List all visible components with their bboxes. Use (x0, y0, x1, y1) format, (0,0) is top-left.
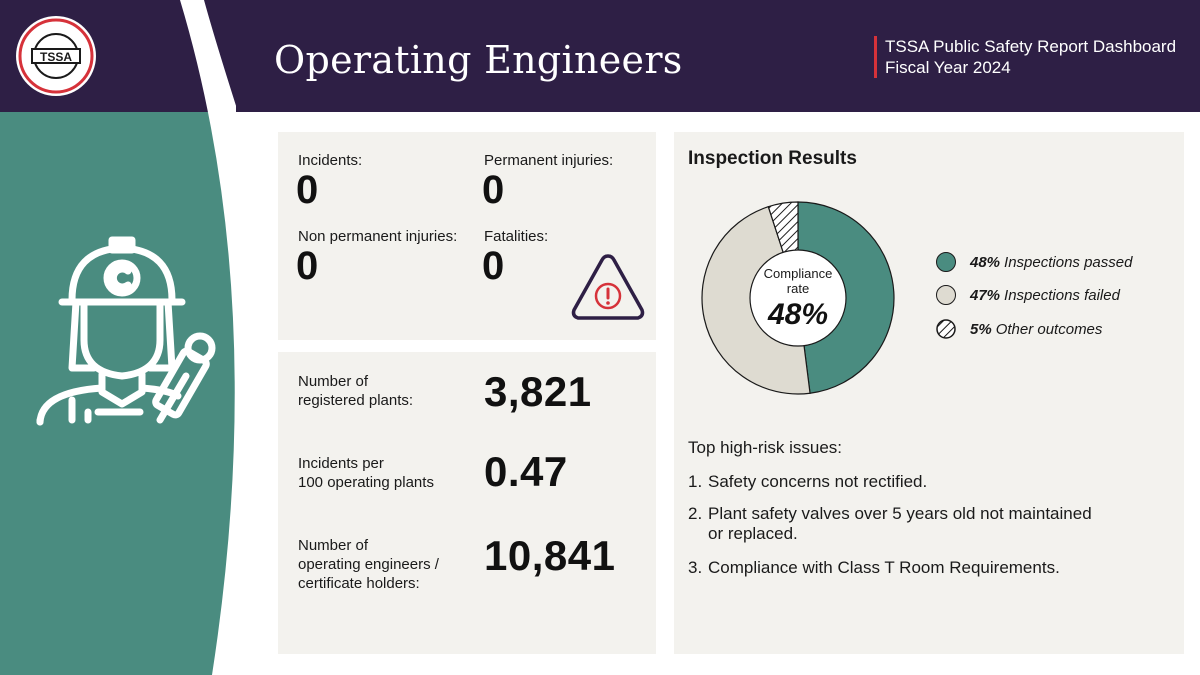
engineers-label-line-3: certificate holders: (298, 575, 420, 592)
fatalities-label: Fatalities: (484, 228, 549, 245)
engineers-value: 10,841 (484, 532, 616, 579)
inspection-pie-chart: Compliance rate 48% (701, 201, 895, 395)
incidents-value: 0 (296, 168, 319, 212)
legend-other: 5% Other outcomes (936, 318, 1102, 340)
permanent-injuries-label: Permanent injuries: (484, 152, 614, 169)
incidents-label: Incidents: (298, 152, 363, 169)
plants-label-line-2: registered plants: (298, 392, 414, 409)
issue-text: Plant safety valves over 5 years old not… (708, 504, 1092, 544)
issues-title: Top high-risk issues: (688, 438, 843, 457)
compliance-label-2: rate (787, 281, 809, 296)
non-permanent-injuries-label: Non permanent injuries: (298, 228, 458, 245)
fiscal-year: Fiscal Year 2024 (885, 58, 1011, 77)
issue-item: 1. Safety concerns not rectified. (688, 472, 1148, 492)
compliance-label-1: Compliance (764, 266, 833, 281)
issue-number: 2. (688, 504, 703, 523)
legend-passed-text: Inspections passed (1004, 253, 1133, 271)
compliance-value: 48% (767, 298, 828, 331)
report-title: TSSA Public Safety Report Dashboard (885, 37, 1177, 56)
issue-text-line: Plant safety valves over 5 years old not… (708, 504, 1092, 523)
legend-passed-pct: 48% (970, 253, 1001, 271)
stats-card: Number of registered plants: 3,821 Incid… (278, 352, 656, 654)
side-panel (0, 0, 236, 675)
rate-label-line-1: Incidents per (298, 455, 384, 472)
issue-text-line: or replaced. (708, 524, 798, 543)
page-title: Operating Engineers (274, 38, 683, 82)
legend-failed-pct: 47% (970, 286, 1001, 304)
svg-text:TSSA: TSSA (40, 50, 72, 64)
issue-number: 1. (688, 472, 703, 491)
report-subtitle: TSSA Public Safety Report Dashboard Fisc… (874, 36, 1176, 78)
issue-text: Safety concerns not rectified. (708, 472, 928, 491)
legend-other-text: Other outcomes (995, 320, 1103, 338)
rate-label: Incidents per 100 operating plants (298, 454, 434, 492)
legend-failed: 47% Inspections failed (936, 284, 1120, 306)
plants-value: 3,821 (484, 368, 592, 415)
issue-item: 2. Plant safety valves over 5 years old … (688, 504, 1148, 544)
legend-other-pct: 5% (970, 320, 992, 338)
inspection-card: Inspection Results Compliance rate 48% 4… (674, 132, 1184, 654)
fatalities-value: 0 (482, 244, 505, 288)
issue-item: 3. Compliance with Class T Room Requirem… (688, 558, 1148, 578)
legend-swatch-failed (936, 285, 956, 305)
issue-text: Compliance with Class T Room Requirement… (708, 558, 1060, 577)
tssa-logo: TSSA (14, 14, 98, 98)
rate-value: 0.47 (484, 448, 568, 495)
legend-swatch-other (936, 319, 956, 339)
plants-label: Number of registered plants: (298, 372, 413, 410)
rate-label-line-2: 100 operating plants (298, 474, 434, 491)
legend-failed-text: Inspections failed (1004, 286, 1120, 304)
pie-center (749, 249, 847, 347)
non-permanent-injuries-value: 0 (296, 244, 319, 288)
engineers-label: Number of operating engineers / certific… (298, 536, 439, 593)
legend-passed: 48% Inspections passed (936, 251, 1132, 273)
engineers-label-line-1: Number of (298, 537, 369, 554)
warning-triangle-icon (571, 254, 645, 320)
engineers-label-line-2: operating engineers / (298, 556, 439, 573)
issue-number: 3. (688, 558, 703, 577)
plants-label-line-1: Number of (298, 373, 369, 390)
engineer-icon (36, 236, 216, 426)
permanent-injuries-value: 0 (482, 168, 505, 212)
safety-card: Incidents: 0 Permanent injuries: 0 Non p… (278, 132, 656, 340)
inspection-title: Inspection Results (688, 148, 857, 169)
legend-swatch-passed (936, 252, 956, 272)
